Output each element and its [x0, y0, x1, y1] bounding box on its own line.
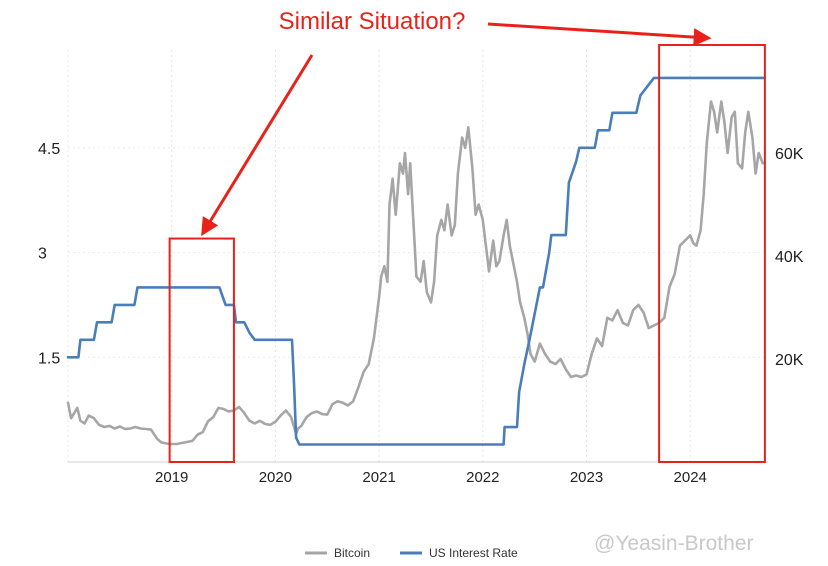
- y-left-tick-label: 1.5: [38, 350, 60, 367]
- y-left-tick-label: 4.5: [38, 141, 60, 158]
- highlight-box-2: [658, 44, 766, 463]
- x-tick-label: 2023: [570, 469, 603, 486]
- legend-item-interest-rate: US Interest Rate: [400, 546, 518, 560]
- highlight-box-1: [168, 237, 235, 463]
- x-tick-label: 2024: [674, 469, 707, 486]
- legend-item-bitcoin: Bitcoin: [305, 546, 370, 560]
- y-right-tick-label: 20K: [775, 352, 804, 369]
- y-right-tick-label: 40K: [775, 249, 804, 266]
- annotation-title: Similar Situation?: [279, 8, 466, 35]
- series-line-interest-rate: [66, 76, 767, 446]
- watermark: @Yeasin-Brother: [594, 532, 753, 555]
- arrow-to-2024: [487, 22, 712, 47]
- chart-series: [66, 76, 767, 446]
- arrow-to-2019: [201, 54, 314, 237]
- x-tick-label: 2021: [362, 469, 395, 486]
- y-right-tick-label: 60K: [775, 146, 804, 163]
- x-tick-label: 2019: [155, 469, 188, 486]
- legend-label: Bitcoin: [334, 546, 370, 560]
- x-tick-label: 2020: [259, 469, 292, 486]
- chart-legend: Bitcoin US Interest Rate: [305, 546, 518, 560]
- chart-annotations: [168, 22, 766, 463]
- chart-grid: [67, 50, 768, 462]
- legend-label: US Interest Rate: [429, 546, 518, 560]
- chart-axes: 2019 2020 2021 2022 2023 2024 1.5 3 4.5 20K 40K 60K: [38, 141, 804, 486]
- x-tick-label: 2022: [466, 469, 499, 486]
- y-left-tick-label: 3: [38, 246, 47, 263]
